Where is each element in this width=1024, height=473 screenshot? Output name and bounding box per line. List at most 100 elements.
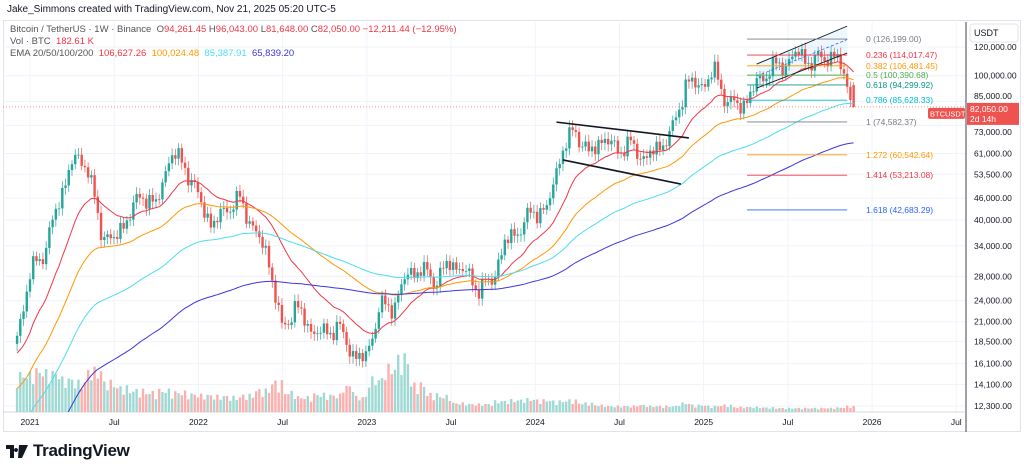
- volume-bar: [148, 394, 151, 412]
- candle-body: [658, 141, 662, 151]
- volume-bar: [303, 399, 306, 412]
- volume-bar: [293, 399, 297, 412]
- volume-bar: [758, 408, 762, 412]
- volume-bar: [280, 380, 284, 412]
- candle-body: [426, 262, 429, 270]
- tradingview-logo[interactable]: TradingView: [6, 441, 130, 461]
- candle-body: [322, 323, 326, 333]
- x-tick-label: Jul: [277, 417, 288, 427]
- volume-bar: [348, 386, 351, 412]
- fib-level-label: 0.618 (94,299.92): [866, 80, 933, 90]
- volume-bar: [842, 408, 846, 412]
- volume-bar: [574, 399, 578, 412]
- volume-bar: [778, 408, 781, 412]
- volume-bar: [493, 400, 497, 412]
- volume-bar: [158, 388, 161, 412]
- candle-body: [258, 231, 261, 238]
- volume-bar: [397, 354, 400, 412]
- legend-volume-label[interactable]: Vol · BTC: [10, 36, 51, 47]
- volume-bar: [774, 408, 778, 412]
- candle-body: [542, 208, 545, 210]
- candle-body: [348, 344, 351, 357]
- volume-bar: [626, 406, 629, 412]
- volume-bar: [542, 399, 545, 412]
- candle-body: [177, 148, 180, 159]
- channel-fill: [756, 26, 848, 89]
- candle-body: [135, 193, 138, 203]
- volume-bar: [325, 399, 329, 412]
- volume-bar: [86, 370, 90, 412]
- candle-body: [232, 209, 235, 212]
- volume-bar: [374, 385, 377, 412]
- candle-body: [642, 156, 645, 160]
- legend-ema-label[interactable]: EMA 20/50/100/200: [10, 48, 94, 59]
- y-tick-label: 18,500.00: [974, 337, 1012, 347]
- candle-body: [681, 107, 684, 110]
- candle-body: [419, 272, 423, 276]
- legend-ema50: 100,024.48: [151, 48, 200, 59]
- volume-bar: [700, 405, 704, 412]
- candle-body: [513, 229, 516, 236]
- candle-body: [703, 84, 707, 87]
- candle-body: [532, 211, 536, 213]
- y-tick-label: 16,100.00: [974, 359, 1012, 369]
- volume-bar: [128, 393, 132, 412]
- volume-bar: [193, 394, 196, 412]
- volume-bar: [594, 405, 597, 412]
- candle-body: [216, 220, 219, 223]
- candle-body: [468, 268, 471, 271]
- volume-bar: [406, 364, 410, 412]
- candle-body: [610, 140, 613, 145]
- candle-body: [22, 311, 25, 319]
- candle-body: [671, 120, 674, 131]
- candle-body: [122, 222, 125, 229]
- volume-bar: [80, 389, 83, 412]
- candle-body: [758, 75, 762, 79]
- volume-bar: [232, 395, 235, 412]
- candle-body: [141, 197, 145, 199]
- candle-body: [522, 222, 526, 235]
- candle-body: [571, 127, 574, 130]
- volume-bar: [710, 407, 713, 412]
- fib-level-label: 1.414 (53,213.08): [866, 170, 933, 180]
- candle-body: [400, 284, 403, 295]
- volume-bar: [781, 407, 784, 412]
- volume-bar: [439, 397, 442, 412]
- candle-body: [581, 146, 584, 148]
- legend-open-label: O: [156, 24, 164, 35]
- tradingview-wordmark: TradingView: [33, 441, 130, 460]
- volume-bar: [597, 406, 600, 412]
- y-tick-label: 100,000.00: [974, 71, 1017, 81]
- candle-body: [48, 227, 51, 248]
- candle-body: [500, 255, 503, 260]
- y-tick-label: 61,000.00: [974, 149, 1012, 159]
- volume-bar: [510, 399, 513, 412]
- candle-body: [367, 345, 371, 352]
- volume-bar: [836, 407, 839, 412]
- candle-body: [416, 272, 419, 279]
- candle-body: [474, 285, 477, 290]
- bar-countdown: 2d 14h: [970, 114, 996, 124]
- chart-frame: [3, 20, 1021, 432]
- volume-bar: [558, 400, 561, 412]
- candle-body: [254, 225, 258, 232]
- candle-body: [458, 269, 461, 270]
- candle-body: [574, 129, 578, 132]
- candle-body: [787, 59, 791, 66]
- legend-symbol[interactable]: Bitcoin / TetherUS · 1W · Binance: [10, 24, 152, 35]
- candle-body: [687, 79, 691, 82]
- candle-body: [338, 321, 342, 324]
- volume-bar: [154, 399, 158, 412]
- volume-bar: [229, 400, 232, 412]
- candle-body: [374, 328, 377, 339]
- candle-body: [303, 308, 306, 326]
- channel-midline: [756, 39, 848, 77]
- candle-body: [80, 154, 83, 166]
- candle-body: [503, 239, 507, 256]
- candle-body: [164, 171, 167, 183]
- candle-body: [90, 175, 93, 178]
- candle-body: [732, 96, 736, 101]
- candle-body: [306, 323, 309, 326]
- volume-bar: [355, 395, 358, 412]
